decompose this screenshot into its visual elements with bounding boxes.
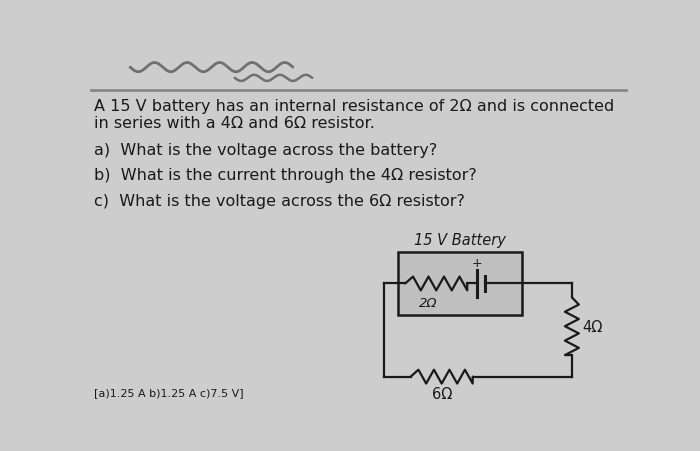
Text: b)  What is the current through the 4Ω resistor?: b) What is the current through the 4Ω re…	[94, 168, 477, 183]
Bar	[398, 253, 522, 315]
Text: 2Ω: 2Ω	[419, 296, 438, 309]
Text: a)  What is the voltage across the battery?: a) What is the voltage across the batter…	[94, 143, 437, 157]
Text: 4Ω: 4Ω	[582, 319, 603, 334]
Text: c)  What is the voltage across the 6Ω resistor?: c) What is the voltage across the 6Ω res…	[94, 193, 465, 208]
Text: 15 V Battery: 15 V Battery	[414, 233, 505, 248]
Text: A 15 V battery has an internal resistance of 2Ω and is connected
in series with : A 15 V battery has an internal resistanc…	[94, 99, 614, 131]
Text: +: +	[471, 256, 482, 269]
Text: [a)1.25 A b)1.25 A c)7.5 V]: [a)1.25 A b)1.25 A c)7.5 V]	[94, 387, 244, 397]
Text: 6Ω: 6Ω	[431, 386, 452, 401]
